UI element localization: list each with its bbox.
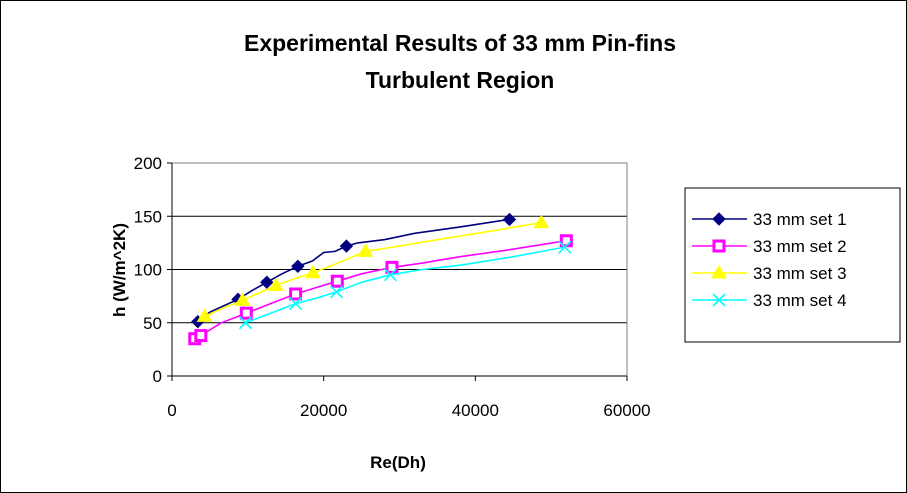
data-point-x [289,297,303,311]
data-point-triangle [268,277,284,291]
y-axis-title: h (W/m^2K) [110,223,129,317]
legend-marker-triangle [711,265,727,279]
data-point-diamond [502,212,517,227]
y-tick-label: 200 [134,154,162,173]
legend-label: 33 mm set 3 [753,264,847,283]
data-point-triangle [357,243,374,257]
series-4 [238,240,572,330]
y-tick-label: 50 [143,314,162,333]
series-line [197,218,510,323]
data-point-triangle [305,264,321,279]
data-point-triangle [234,292,251,306]
series-2 [188,234,573,346]
data-point-triangle [196,308,213,322]
legend-marker-x [712,293,726,307]
data-point-diamond [291,259,305,274]
data-point-x [558,240,572,254]
legend-label: 33 mm set 1 [753,210,847,229]
x-axis-title: Re(Dh) [370,453,426,472]
chart-title-line-1: Experimental Results of 33 mm Pin-fins [244,30,676,56]
y-axis: 0 50 100 150 200 [134,154,173,386]
series-line [245,246,565,324]
chart-title-line-2: Turbulent Region [366,67,555,93]
series-1 [191,212,517,329]
series-3 [196,214,550,322]
x-tick-label: 40000 [452,401,499,420]
data-point-triangle [533,214,550,229]
y-tick-label: 100 [134,261,162,280]
data-point-square [330,274,344,288]
y-tick-label: 150 [134,207,162,226]
data-point-square [194,329,208,343]
data-point-x [383,268,397,282]
legend-marker-square [712,239,726,253]
data-point-x [329,285,344,299]
data-point-square [239,306,253,320]
series-line [194,239,567,340]
legend-label: 33 mm set 4 [753,291,847,310]
data-point-diamond [260,275,274,289]
x-tick-label: 20000 [300,401,347,420]
legend-box [684,187,901,343]
series-layer [188,212,573,346]
legend-marker-diamond [712,212,726,226]
data-point-x [238,316,253,330]
x-tick-label: 0 [167,401,176,420]
data-point-diamond [339,239,354,253]
data-point-square [289,287,303,301]
legend: 33 mm set 1 33 mm set 2 33 mm set 3 33 mm s… [684,187,901,343]
legend-label: 33 mm set 2 [753,237,847,256]
y-tick-label: 0 [153,367,162,386]
x-tick-label: 60000 [603,401,650,420]
x-axis: 0 20000 40000 60000 [167,375,651,420]
